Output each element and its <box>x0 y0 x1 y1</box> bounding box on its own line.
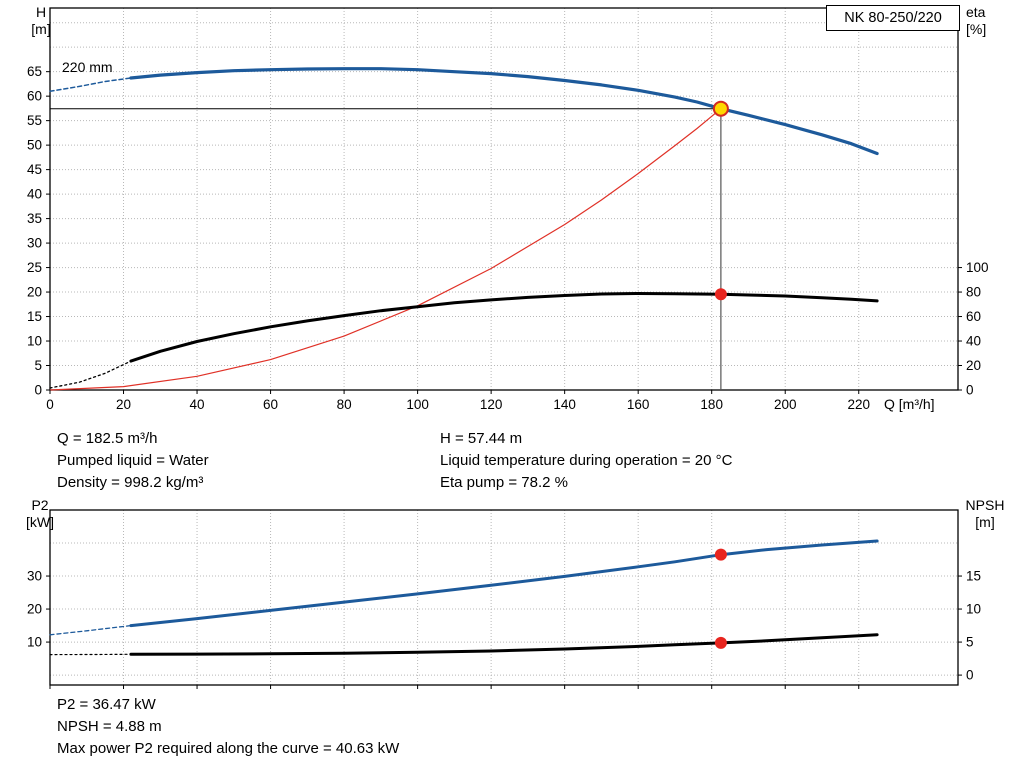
svg-text:5: 5 <box>34 358 42 373</box>
liquid-temperature-value: Liquid temperature during operation = 20… <box>440 452 733 469</box>
p2-axis-label: P2 [kW] <box>18 497 62 531</box>
svg-text:140: 140 <box>553 397 576 412</box>
svg-text:55: 55 <box>27 113 42 128</box>
svg-text:0: 0 <box>34 383 42 398</box>
svg-text:80: 80 <box>966 285 981 300</box>
eta-axis-unit: [%] <box>966 21 987 37</box>
svg-text:0: 0 <box>966 383 974 398</box>
q-axis-label: Q [m³/h] <box>884 396 935 412</box>
svg-text:200: 200 <box>774 397 797 412</box>
eta-pump-value: Eta pump = 78.2 % <box>440 474 568 491</box>
svg-text:15: 15 <box>27 309 42 324</box>
svg-text:0: 0 <box>966 668 974 683</box>
svg-text:20: 20 <box>27 285 42 300</box>
svg-text:50: 50 <box>27 138 42 153</box>
svg-text:25: 25 <box>27 260 42 275</box>
duty-info-right: H = 57.44 m Liquid temperature during op… <box>440 428 732 494</box>
p2-result-value: P2 = 36.47 kW <box>57 696 156 713</box>
impeller-diameter-label: 220 mm <box>62 59 113 75</box>
npsh-result-value: NPSH = 4.88 m <box>57 718 162 735</box>
eta-axis-label: eta [%] <box>966 4 1016 38</box>
svg-text:160: 160 <box>627 397 650 412</box>
density-value: Density = 998.2 kg/m³ <box>57 474 204 491</box>
svg-text:100: 100 <box>406 397 429 412</box>
eta-axis-symbol: eta <box>966 4 986 20</box>
svg-text:30: 30 <box>27 569 42 584</box>
svg-text:10: 10 <box>966 602 981 617</box>
svg-text:20: 20 <box>116 397 131 412</box>
npsh-axis-label: NPSH [m] <box>958 497 1012 531</box>
svg-text:0: 0 <box>46 397 54 412</box>
svg-text:10: 10 <box>27 334 42 349</box>
svg-text:20: 20 <box>27 602 42 617</box>
svg-text:30: 30 <box>27 236 42 251</box>
h-axis-symbol: H <box>35 4 47 20</box>
duty-info-left: Q = 182.5 m³/h Pumped liquid = Water Den… <box>57 428 209 494</box>
pumped-liquid-value: Pumped liquid = Water <box>57 452 209 469</box>
svg-text:5: 5 <box>966 635 974 650</box>
h-axis-unit: [m] <box>31 21 51 37</box>
svg-text:10: 10 <box>27 635 42 650</box>
npsh-axis-symbol: NPSH <box>965 497 1005 513</box>
p2-npsh-chart: 10 20 30 0 5 10 15 <box>27 509 981 689</box>
result-info: P2 = 36.47 kW NPSH = 4.88 m Max power P2… <box>57 694 399 760</box>
svg-text:45: 45 <box>27 162 42 177</box>
svg-text:15: 15 <box>966 569 981 584</box>
qh-eta-chart: 0 20 40 60 80 100 120 140 160 180 200 2200510152025… <box>27 7 989 412</box>
svg-text:60: 60 <box>263 397 278 412</box>
max-power-value: Max power P2 required along the curve = … <box>57 740 400 757</box>
npsh-axis-unit: [m] <box>975 514 995 530</box>
svg-text:120: 120 <box>480 397 503 412</box>
pump-model-badge: NK 80-250/220 <box>826 5 960 31</box>
svg-text:35: 35 <box>27 211 42 226</box>
svg-text:60: 60 <box>27 89 42 104</box>
h-axis-label: H [m] <box>22 4 60 38</box>
duty-q-value: Q = 182.5 m³/h <box>57 430 158 447</box>
svg-text:220: 220 <box>847 397 870 412</box>
svg-text:180: 180 <box>700 397 723 412</box>
svg-text:20: 20 <box>966 358 981 373</box>
duty-h-value: H = 57.44 m <box>440 430 523 447</box>
svg-text:100: 100 <box>966 260 989 275</box>
svg-text:40: 40 <box>966 334 981 349</box>
svg-text:65: 65 <box>27 64 42 79</box>
p2-axis-unit: [kW] <box>26 514 54 530</box>
svg-text:40: 40 <box>27 187 42 202</box>
svg-text:60: 60 <box>966 309 981 324</box>
p2-axis-symbol: P2 <box>31 497 49 513</box>
svg-text:80: 80 <box>337 397 352 412</box>
svg-text:40: 40 <box>190 397 205 412</box>
